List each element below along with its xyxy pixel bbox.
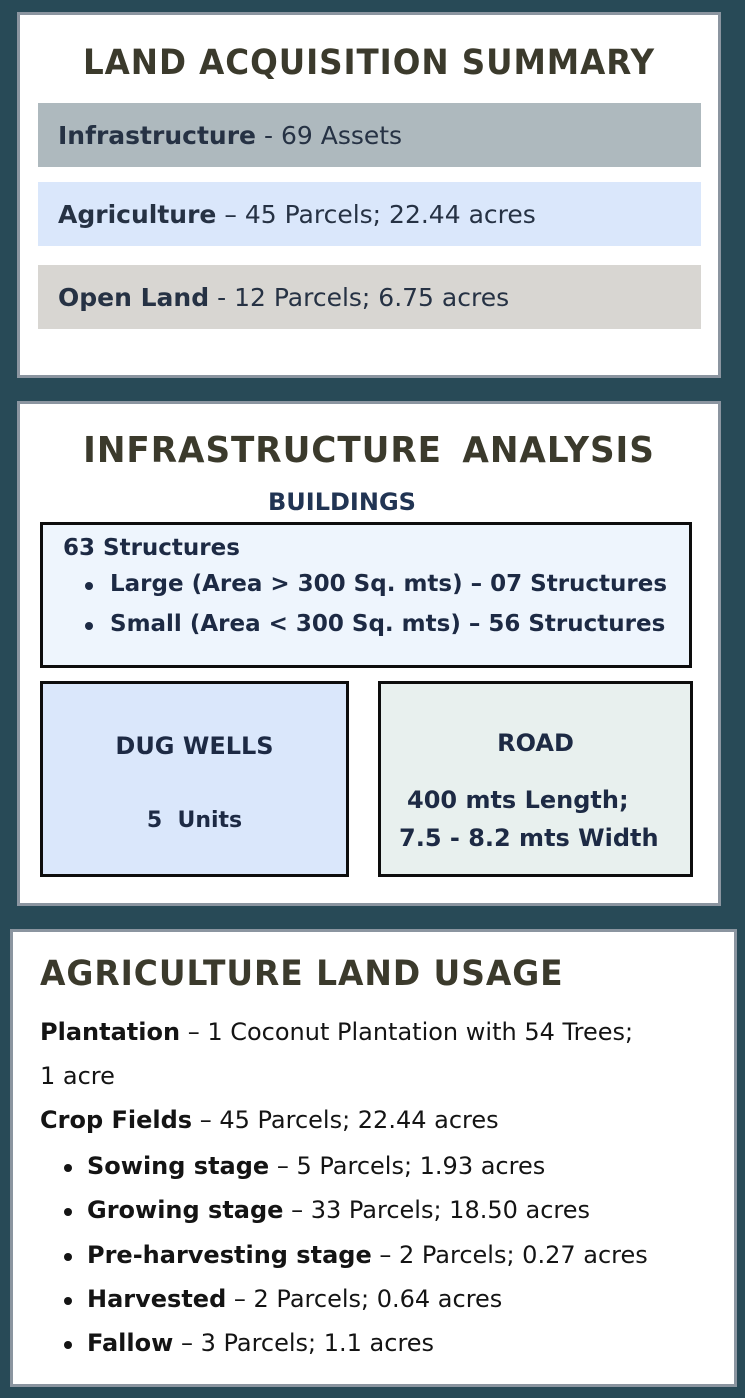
- crop-stage-label: Pre-harvesting stage: [87, 1241, 372, 1269]
- crop-fields-label: Crop Fields: [40, 1106, 193, 1134]
- acquisition-item-open-land: Open Land - 12 Parcels; 6.75 acres: [38, 265, 701, 329]
- land-acquisition-summary-panel: LAND ACQUISITION SUMMARY Infrastructure …: [17, 12, 721, 378]
- crop-stage-item: Growing stage – 33 Parcels; 18.50 acres: [63, 1196, 591, 1224]
- agriculture-usage-title: AGRICULTURE LAND USAGE: [40, 954, 564, 994]
- buildings-list-item: Small (Area < 300 Sq. mts) – 56 Structur…: [63, 611, 689, 637]
- acquisition-item-label: Agriculture: [58, 199, 217, 229]
- crop-stage-detail: – 33 Parcels; 18.50 acres: [291, 1196, 591, 1224]
- plantation-label: Plantation: [40, 1018, 181, 1046]
- agriculture-land-usage-panel: AGRICULTURE LAND USAGE Plantation – 1 Co…: [10, 929, 737, 1387]
- crop-stage-label: Fallow: [87, 1329, 174, 1357]
- road-length: 400 mts Length;: [407, 786, 629, 814]
- crop-fields-detail: – 45 Parcels; 22.44 acres: [199, 1106, 499, 1134]
- acquisition-item-label: Infrastructure: [58, 120, 256, 150]
- buildings-box: 63 Structures Large (Area > 300 Sq. mts)…: [40, 522, 692, 668]
- crop-stage-detail: – 2 Parcels; 0.27 acres: [379, 1241, 648, 1269]
- crop-stage-item: Sowing stage – 5 Parcels; 1.93 acres: [63, 1152, 546, 1180]
- road-width: 7.5 - 8.2 mts Width: [399, 824, 659, 852]
- dug-wells-label: DUG WELLS: [115, 732, 274, 760]
- crop-stage-detail: – 3 Parcels; 1.1 acres: [180, 1329, 435, 1357]
- crop-stage-detail: – 5 Parcels; 1.93 acres: [276, 1152, 546, 1180]
- crop-fields-line: Crop Fields – 45 Parcels; 22.44 acres: [40, 1106, 499, 1134]
- acquisition-item-detail: - 69 Assets: [264, 120, 403, 150]
- acquisition-item-detail: - 12 Parcels; 6.75 acres: [217, 282, 510, 312]
- crop-stage-item: Harvested – 2 Parcels; 0.64 acres: [63, 1285, 503, 1313]
- infrastructure-title: INFRASTRUCTURE ANALYSIS: [83, 430, 655, 471]
- crop-stage-item: Fallow – 3 Parcels; 1.1 acres: [63, 1329, 435, 1357]
- acquisition-item-infrastructure: Infrastructure - 69 Assets: [38, 103, 701, 167]
- acquisition-title: LAND ACQUISITION SUMMARY: [83, 43, 655, 83]
- crop-stage-item: Pre-harvesting stage – 2 Parcels; 0.27 a…: [64, 1241, 648, 1269]
- buildings-list-item: Large (Area > 300 Sq. mts) – 07 Structur…: [63, 571, 689, 597]
- plantation-line: Plantation – 1 Coconut Plantation with 5…: [40, 1018, 633, 1046]
- infrastructure-analysis-panel: INFRASTRUCTURE ANALYSIS BUILDINGS 63 Str…: [17, 401, 721, 906]
- dug-wells-value: 5 Units: [146, 808, 243, 833]
- buildings-list: Large (Area > 300 Sq. mts) – 07 Structur…: [63, 571, 689, 637]
- buildings-total: 63 Structures: [63, 535, 240, 561]
- acquisition-item-agriculture: Agriculture – 45 Parcels; 22.44 acres: [38, 182, 701, 246]
- road-label: ROAD: [497, 729, 574, 757]
- dug-wells-box: DUG WELLS 5 Units: [40, 681, 349, 877]
- crop-stage-label: Growing stage: [87, 1196, 284, 1224]
- plantation-continuation: 1 acre: [40, 1062, 115, 1090]
- acquisition-item-detail: – 45 Parcels; 22.44 acres: [224, 199, 536, 229]
- buildings-subtitle: BUILDINGS: [268, 488, 416, 516]
- plantation-detail: – 1 Coconut Plantation with 54 Trees;: [187, 1018, 634, 1046]
- road-box: ROAD 400 mts Length; 7.5 - 8.2 mts Width: [378, 681, 693, 877]
- crop-stage-label: Harvested: [87, 1285, 227, 1313]
- crop-stage-detail: – 2 Parcels; 0.64 acres: [233, 1285, 503, 1313]
- crop-stage-label: Sowing stage: [87, 1152, 270, 1180]
- acquisition-item-label: Open Land: [58, 282, 210, 312]
